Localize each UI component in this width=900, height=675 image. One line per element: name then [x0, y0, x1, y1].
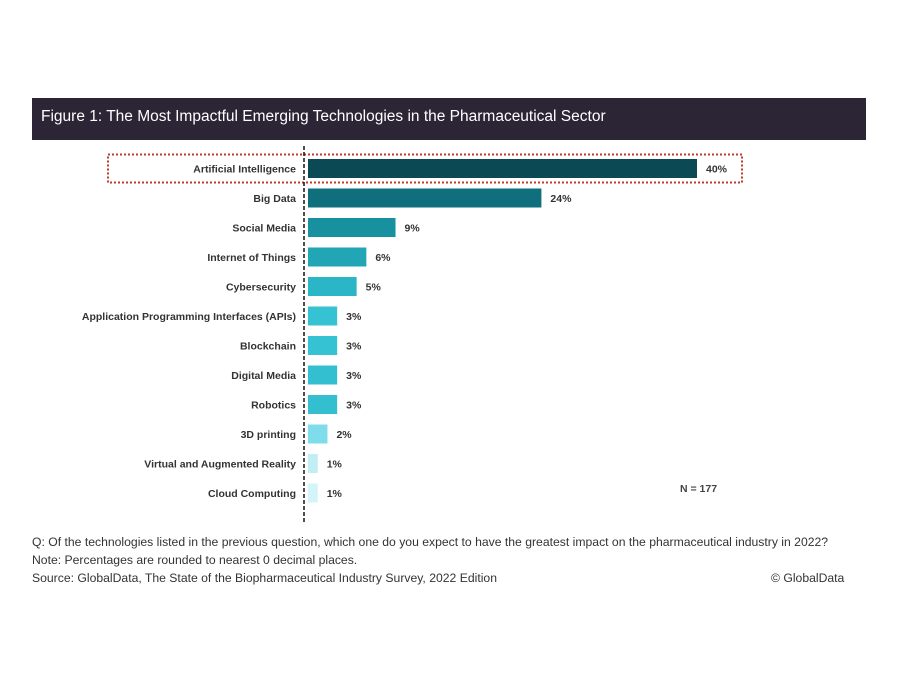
category-label: 3D printing: [241, 429, 296, 441]
category-label: Internet of Things: [207, 252, 296, 264]
category-label: Application Programming Interfaces (APIs…: [82, 311, 296, 323]
value-label: 3%: [346, 341, 362, 353]
figure-title: Figure 1: The Most Impactful Emerging Te…: [32, 98, 866, 140]
value-label: 5%: [366, 282, 382, 294]
bar: [308, 483, 318, 503]
bar: [308, 306, 338, 326]
category-label: Big Data: [253, 193, 296, 205]
bar: [308, 277, 357, 296]
bar: [308, 159, 697, 178]
copyright: © GlobalData: [771, 571, 845, 585]
category-label: Digital Media: [231, 370, 296, 382]
category-label: Blockchain: [240, 341, 296, 353]
value-label: 6%: [375, 252, 391, 264]
bar: [308, 365, 338, 385]
bar: [308, 395, 338, 414]
value-label: 3%: [346, 311, 362, 323]
value-label: 3%: [346, 400, 362, 412]
value-label: 3%: [346, 370, 362, 382]
bar: [308, 188, 542, 208]
value-label: 40%: [706, 164, 728, 176]
sample-size-label: N = 177: [680, 483, 718, 495]
value-label: 24%: [550, 193, 572, 205]
bar: [308, 424, 328, 444]
category-label: Cybersecurity: [226, 282, 296, 294]
category-label: Robotics: [251, 400, 296, 412]
value-label: 1%: [327, 488, 343, 500]
bar: [308, 454, 318, 473]
category-label: Social Media: [232, 223, 296, 235]
category-label: Cloud Computing: [208, 488, 296, 500]
category-label: Virtual and Augmented Reality: [144, 459, 296, 471]
survey-question: Q: Of the technologies listed in the pre…: [32, 535, 829, 549]
bar: [308, 247, 367, 267]
value-label: 2%: [336, 429, 352, 441]
rounding-note: Note: Percentages are rounded to nearest…: [32, 553, 358, 567]
bar: [308, 218, 396, 237]
category-label: Artificial Intelligence: [193, 164, 296, 176]
bar: [308, 336, 338, 355]
value-label: 1%: [327, 459, 343, 471]
value-label: 9%: [405, 223, 421, 235]
bars-layer: Artificial Intelligence 40% Big Data 24% Soc…: [82, 146, 743, 522]
source-note: Source: GlobalData, The State of the Bio…: [32, 571, 497, 585]
highlight-box: [107, 153, 743, 184]
